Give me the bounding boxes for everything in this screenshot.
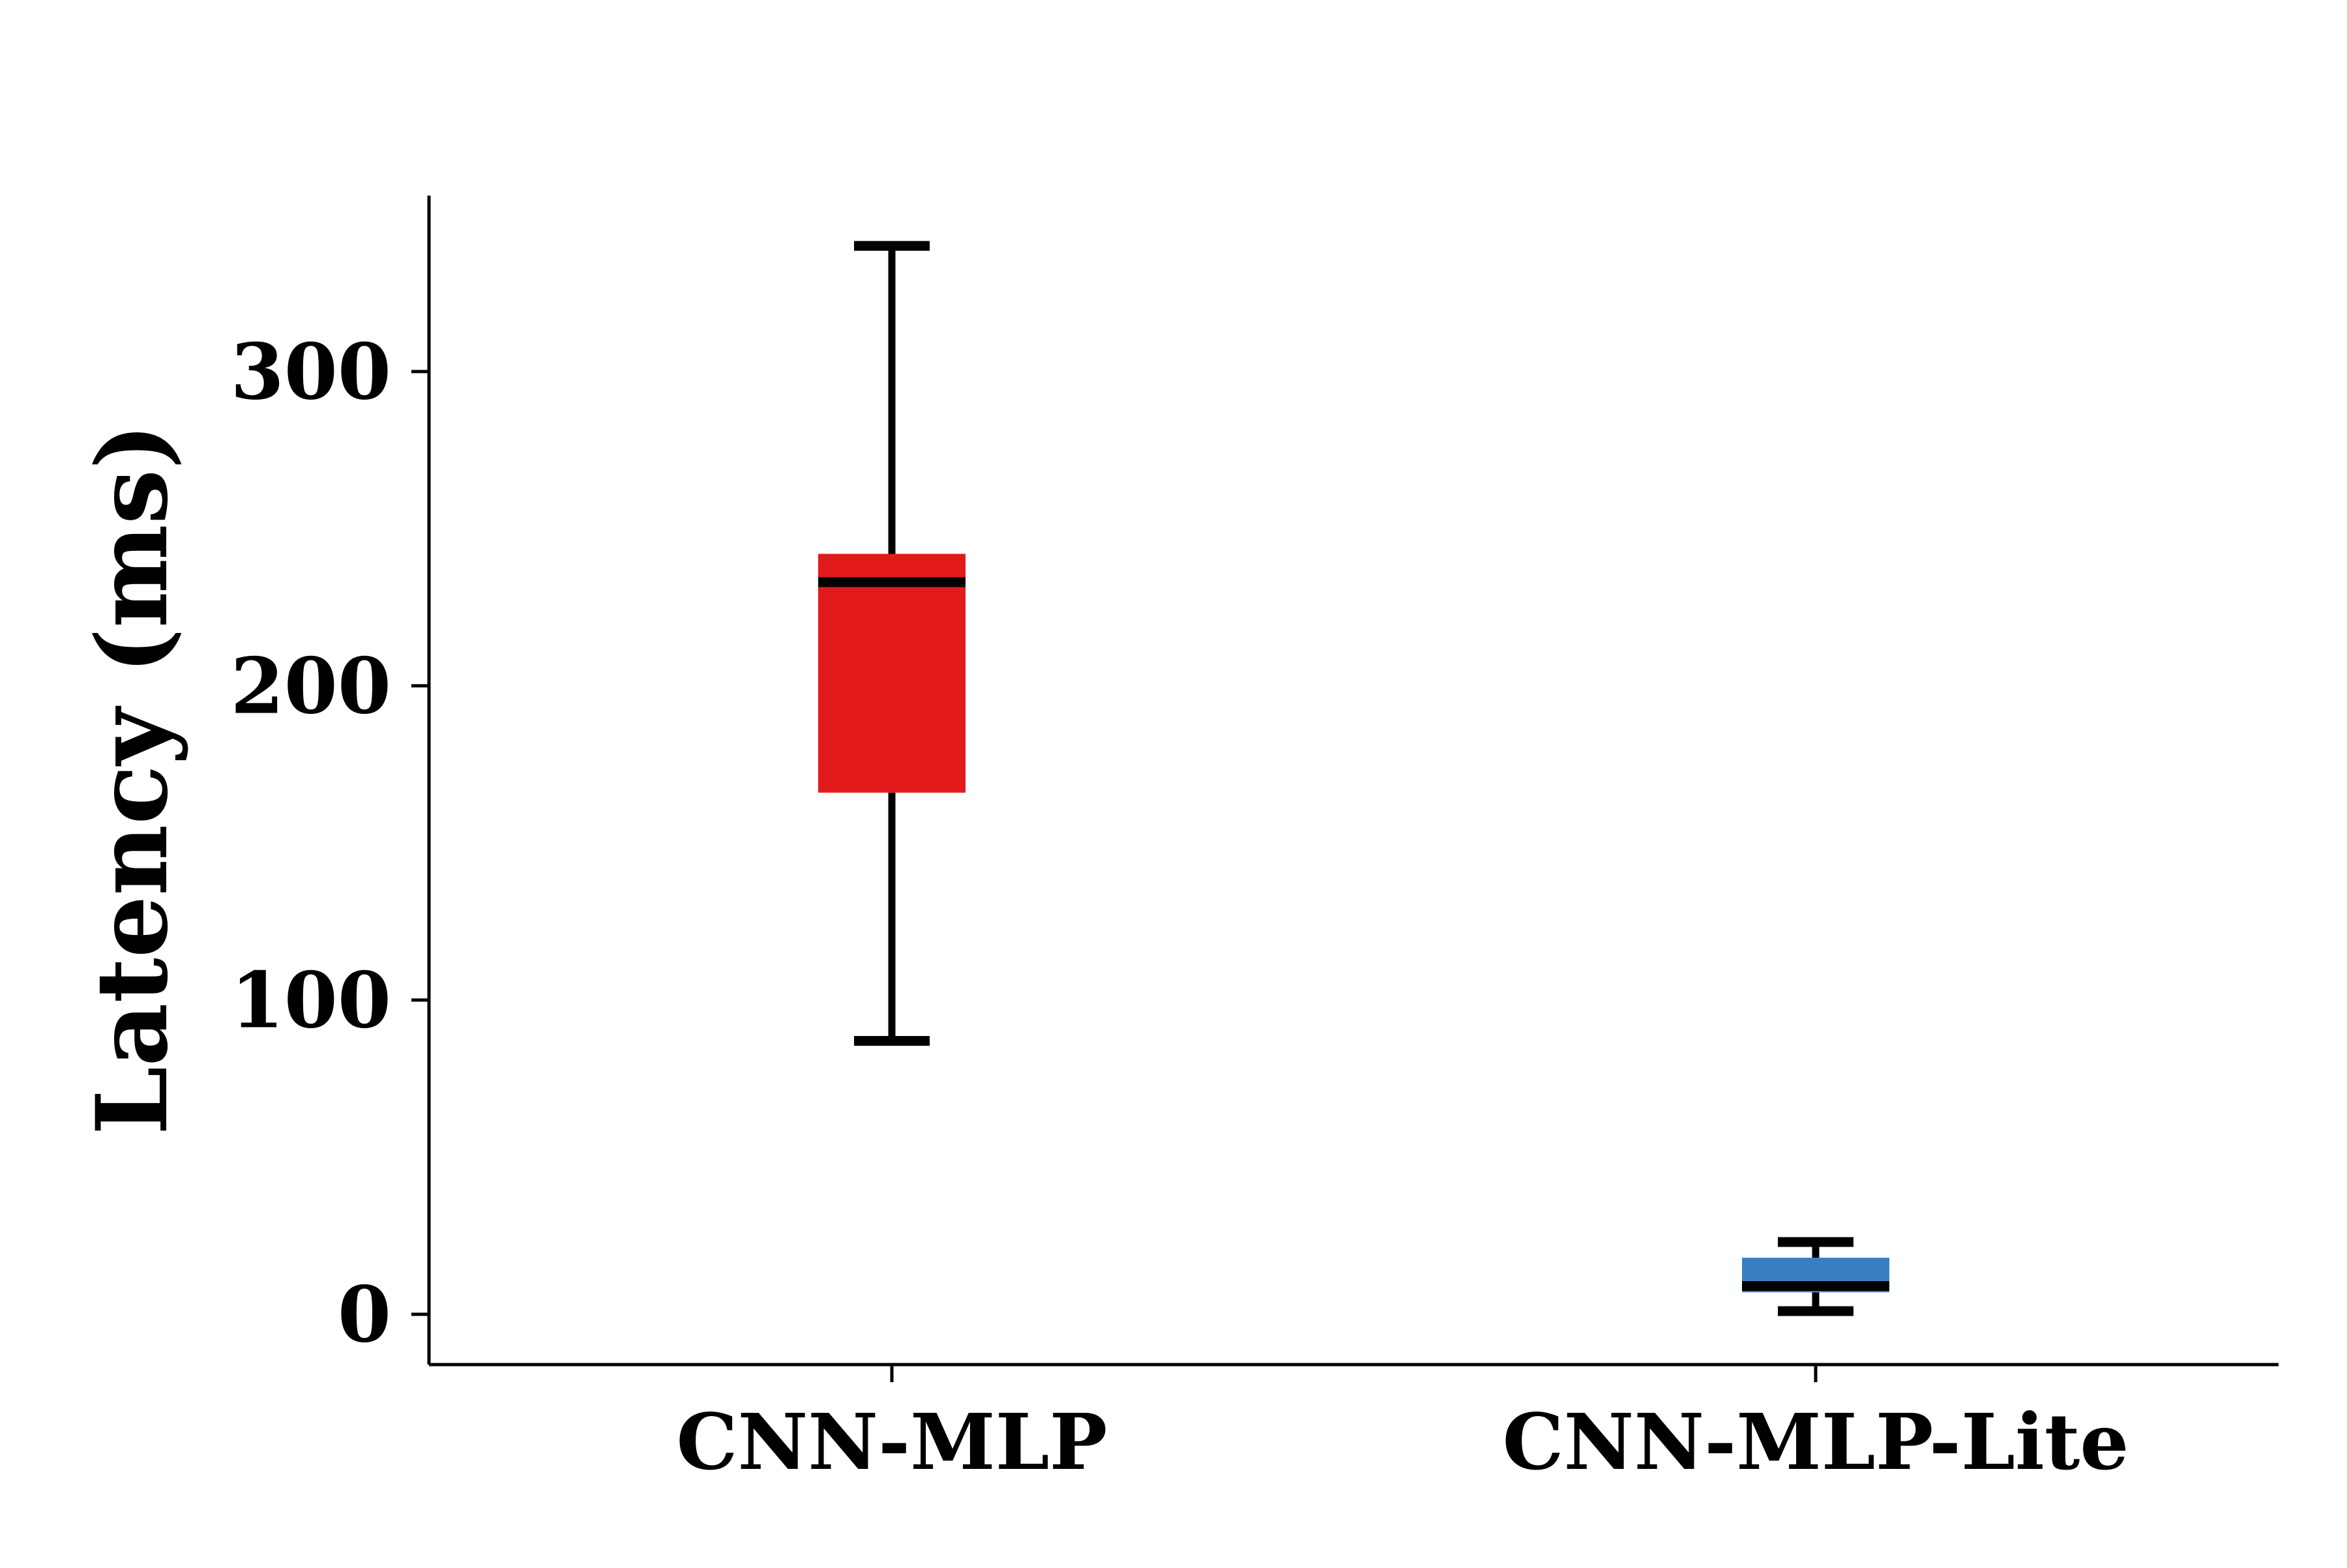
box-1 [818,241,966,1046]
x-tick-label: CNN-MLP [677,1397,1108,1487]
box-2 [1742,1237,1889,1316]
y-tick-label: 200 [231,640,391,731]
box-body [818,554,966,793]
y-tick-label: 300 [231,326,391,417]
boxes-layer [818,241,1889,1316]
labels-layer: 0 100 200 300 CNN-MLP CNN-MLP-Lite Latency (ms… [75,326,2129,1487]
x-tick-label: CNN-MLP-Lite [1503,1397,2129,1487]
y-tick-label: 0 [338,1269,391,1359]
y-axis-label: Latency (ms) [75,423,190,1135]
y-tick-label: 100 [231,954,391,1045]
axes-layer [411,196,2279,1382]
